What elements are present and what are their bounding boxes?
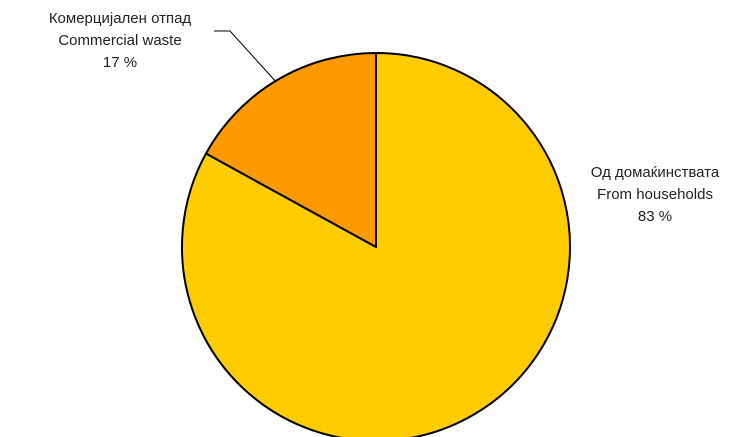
slice-label-commercial-mk: Комерцијален отпад [48,10,192,27]
slice-label-households-mk: Од домаќинствата [590,164,720,181]
slice-label-households-en: From households [597,186,713,203]
slice-commercial [205,52,377,248]
slice-label-commercial-en: Commercial waste [58,32,182,49]
slice-value-commercial: 17 % [102,54,138,71]
slice-label-households: Од домаќинствата From households 83 % [560,162,750,228]
leader-line-commercial [214,30,277,83]
slice-label-commercial: Комерцијален отпад Commercial waste 17 % [10,8,230,74]
slice-value-households: 83 % [637,208,673,225]
